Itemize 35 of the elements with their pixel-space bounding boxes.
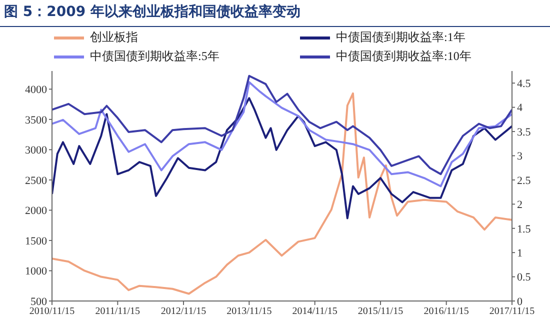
x-tick-label: 2013/11/15	[226, 306, 272, 318]
y-tick-label: 3000	[25, 144, 48, 157]
y2-tick-label: 3.5	[517, 126, 532, 138]
y-tick-label: 1000	[25, 266, 48, 278]
line-series	[52, 74, 512, 176]
y-tick-label: 1500	[25, 235, 48, 248]
y2-tick-label: 1	[517, 247, 522, 260]
y-tick-label: 2500	[25, 174, 48, 187]
legend-label: 中债国债到期收益率:10年	[336, 48, 472, 65]
y2-tick-label: 2.5	[517, 174, 532, 187]
y-tick-label: 2000	[25, 205, 48, 218]
y2-tick-label: 0.5	[517, 272, 532, 284]
y2-tick-label: 3	[517, 150, 523, 163]
y-tick-label: 4000	[25, 84, 48, 96]
line-series	[52, 92, 512, 295]
x-tick-label: 2010/11/15	[29, 306, 75, 318]
y2-tick-label: 4	[517, 102, 523, 114]
x-tick-label: 2015/11/15	[358, 306, 404, 318]
y2-tick-label: 2	[517, 199, 522, 212]
line-series	[52, 97, 512, 220]
x-tick-label: 2016/11/15	[424, 306, 469, 318]
legend-label: 中债国债到期收益率:5年	[90, 48, 220, 65]
x-tick-label: 2012/11/15	[160, 306, 206, 318]
line-series	[52, 81, 512, 188]
y2-tick-label: 4.5	[517, 78, 532, 90]
y2-tick-label: 0	[517, 296, 523, 308]
y-tick-label: 3500	[25, 114, 48, 126]
x-tick-label: 2014/11/15	[292, 306, 338, 318]
y2-tick-label: 1.5	[517, 223, 532, 236]
legend-label: 创业板指	[90, 29, 138, 46]
chart-title: 图 5：2009 年以来创业板指和国债收益率变动	[0, 0, 550, 27]
x-tick-label: 2011/11/15	[95, 306, 140, 318]
legend-label: 中债国债到期收益率:1年	[336, 29, 466, 46]
x-tick-label: 2017/11/15	[489, 306, 535, 318]
y-tick-label: 500	[30, 296, 48, 308]
